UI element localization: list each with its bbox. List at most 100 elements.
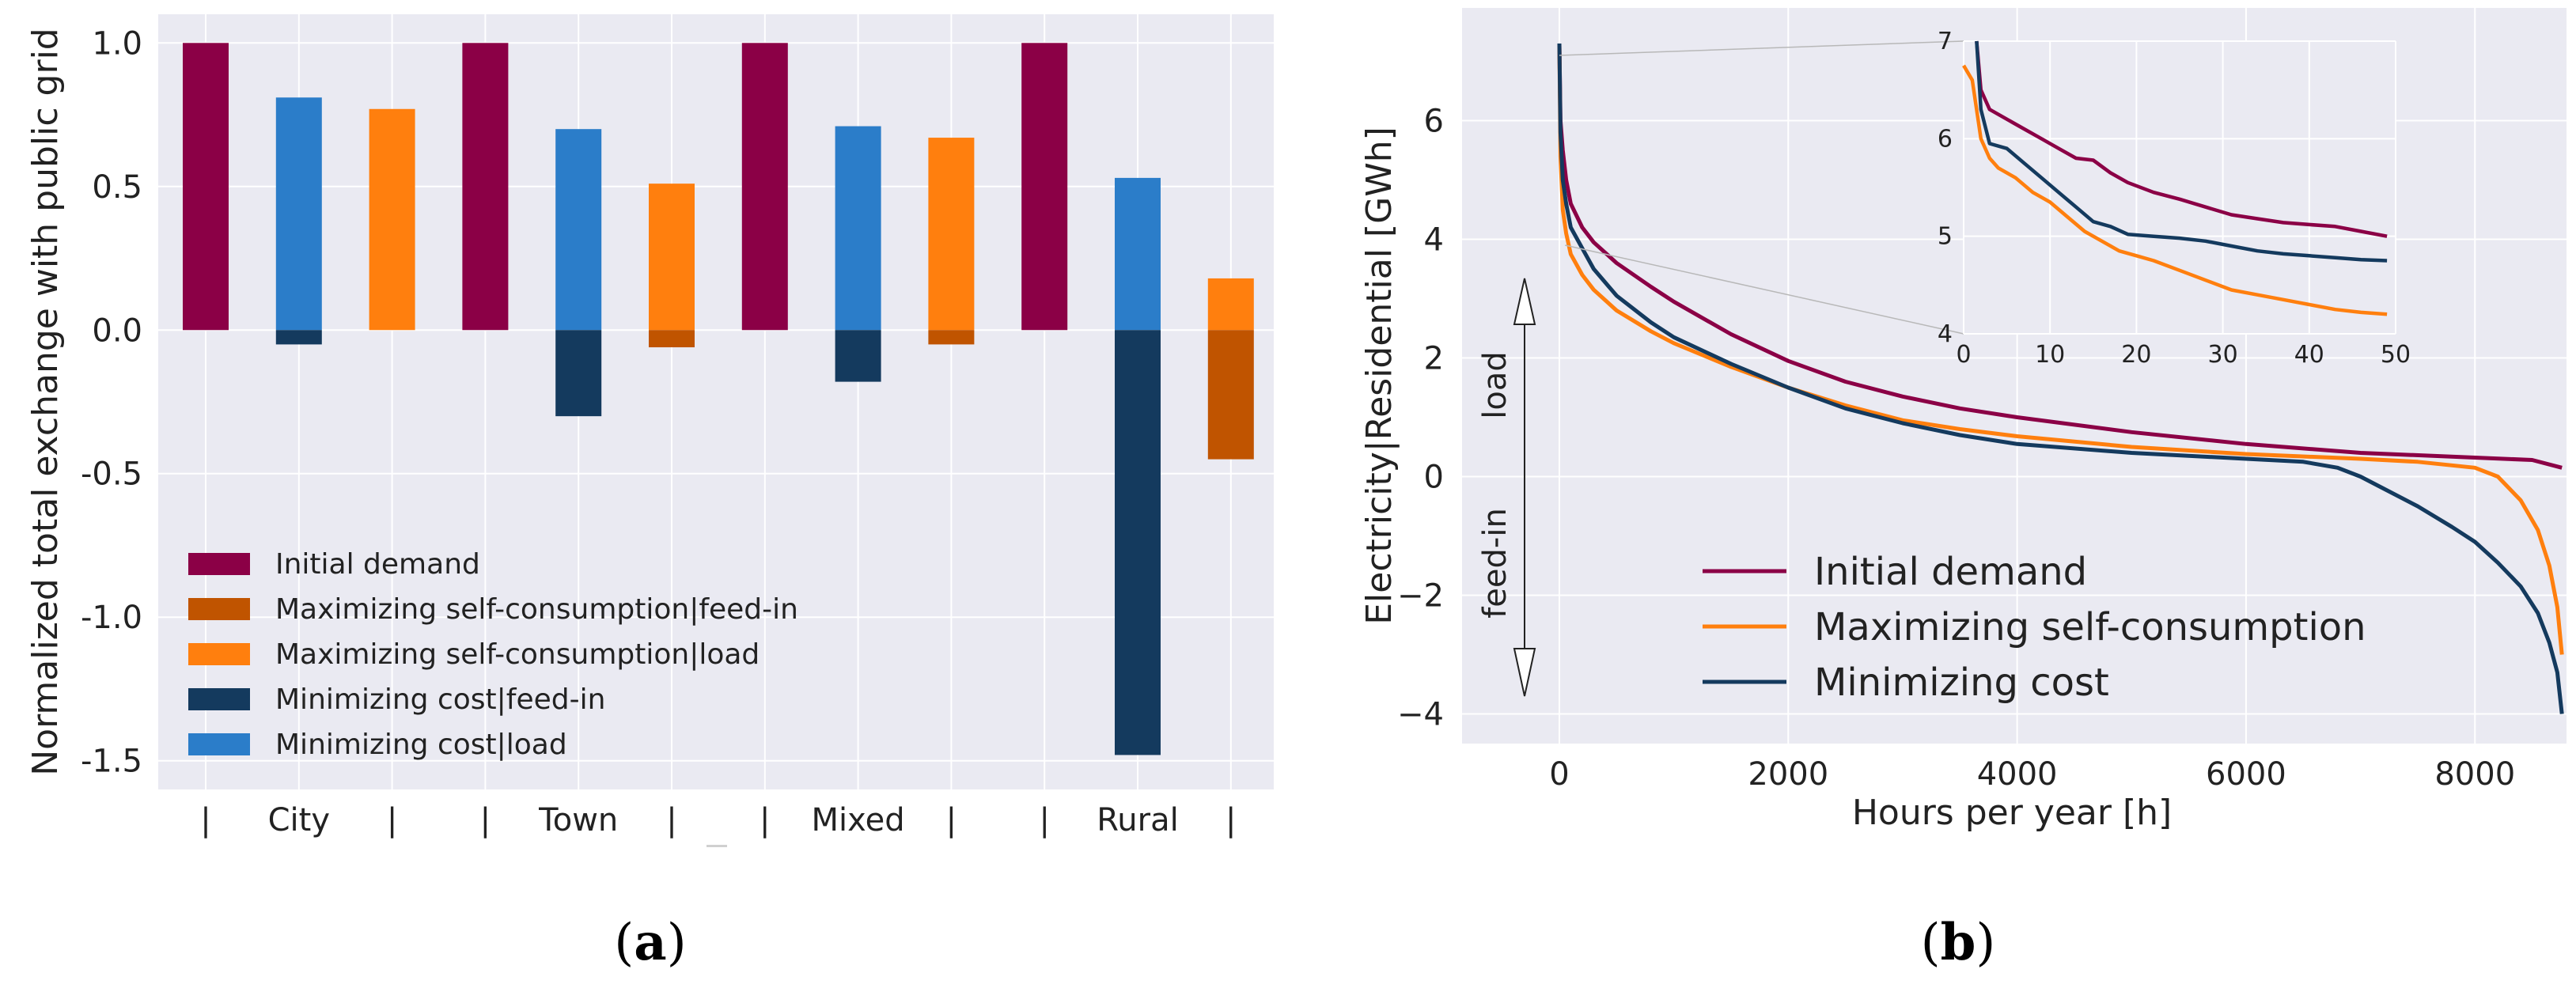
legend-label-minimizing-cost: Minimizing cost <box>1814 661 2109 705</box>
inset-y-tick-label: 6 <box>1938 125 1953 153</box>
panel-a-y-label: Normalized total exchange with public gr… <box>25 28 66 775</box>
panel-a-x-tick-label: Mixed <box>812 802 905 838</box>
panel-a-y-tick-label: 0.5 <box>92 169 142 206</box>
line-initial-demand <box>1557 43 2563 470</box>
panel-b-y-tick-label: 4 <box>1424 222 1444 259</box>
inset-x-tick-label: 10 <box>2035 341 2065 369</box>
zoom-connector-upper <box>1559 40 1964 56</box>
legend-swatch-self-feedin <box>188 598 250 620</box>
caption-close: ) <box>667 914 687 972</box>
panel-a-x-tick-label: | <box>387 802 397 838</box>
inset-y-tick-label: 5 <box>1938 223 1953 251</box>
panel-a-x-tick-label: | <box>760 802 770 838</box>
panel-b-x-tick-label: 8000 <box>2434 756 2515 793</box>
panel-b-x-ticks: 0 2000 4000 6000 8000 <box>1549 756 2515 793</box>
panel-b-x-tick-label: 6000 <box>2206 756 2286 793</box>
line-maximizing-self-consumption <box>1557 43 2564 655</box>
panel-b-x-label: Hours per year [h] <box>1852 793 2172 833</box>
panel-b-x-tick-label: 0 <box>1549 756 1569 793</box>
panel-b-lines <box>1557 43 2564 714</box>
legend-swatch-self-load <box>188 643 250 665</box>
scroll-handle <box>707 845 727 847</box>
inset-line-cost-feedin <box>1975 40 2388 263</box>
bar-mixed-self-load <box>928 138 975 331</box>
panel-a-x-tick-label: Town <box>538 802 618 838</box>
inset-line-initial <box>1975 40 2388 238</box>
caption-open: ( <box>1921 914 1941 972</box>
panel-a-x-tick-label: | <box>1039 802 1049 838</box>
legend-swatch-initial <box>188 553 250 575</box>
panel-b-x-tick-label: 4000 <box>1977 756 2058 793</box>
legend-swatch-cost-feedin <box>188 688 250 710</box>
inset-x-tick-label: 20 <box>2121 341 2151 369</box>
bar-town-cost-feedin <box>555 330 602 417</box>
bar-mixed-initial <box>741 43 788 331</box>
inset-x-tick-label: 0 <box>1956 341 1971 369</box>
panel-b-x-tick-label: 2000 <box>1748 756 1828 793</box>
panel-a-y-ticks: 1.0 0.5 0.0 -0.5 -1.0 -1.5 <box>81 25 142 779</box>
bar-mixed-cost-load <box>835 126 881 331</box>
bar-rural-self-load <box>1207 278 1254 331</box>
zoom-connector-lower <box>1565 244 1964 335</box>
panel-a-x-tick-label: | <box>1225 802 1236 838</box>
panel-a-y-tick-label: -0.5 <box>81 456 142 493</box>
panel-b-caption: (b) <box>1921 913 1996 972</box>
panel-a-y-tick-label: 1.0 <box>92 25 142 62</box>
legend-swatch-cost-load <box>188 733 250 755</box>
bar-rural-self-feedin <box>1207 330 1254 460</box>
bar-town-initial <box>462 43 509 331</box>
legend-label-maximizing-self-consumption: Maximizing self-consumption <box>1814 605 2366 649</box>
bar-mixed-cost-feedin <box>835 330 881 382</box>
zoom-inset: 0 10 20 30 40 50 4 5 6 7 <box>1559 28 2411 369</box>
bar-rural-cost-feedin <box>1115 330 1161 755</box>
load-feedin-annotation: load feed-in <box>1477 278 1536 697</box>
legend-label-initial: Initial demand <box>275 548 480 581</box>
inset-y-tick-label: 4 <box>1938 320 1953 348</box>
panel-a-x-tick-label: | <box>946 802 957 838</box>
panel-a-x-tick-label: | <box>480 802 491 838</box>
panel-a-y-tick-label: -1.5 <box>81 744 142 780</box>
bar-town-self-feedin <box>649 330 695 348</box>
caption-close: ) <box>1976 914 1995 972</box>
bar-city-cost-feedin <box>275 330 322 345</box>
inset-x-tick-label: 40 <box>2294 341 2324 369</box>
inset-y-tick-label: 7 <box>1938 28 1953 55</box>
inset-x-tick-label: 30 <box>2208 341 2238 369</box>
legend-label-cost-feedin: Minimizing cost|feed-in <box>275 683 605 716</box>
legend-label-self-feedin: Maximizing self-consumption|feed-in <box>275 593 798 626</box>
panel-b-y-tick-label: −2 <box>1397 578 1444 615</box>
panel-b-y-tick-label: 6 <box>1424 104 1444 140</box>
caption-letter: b <box>1941 913 1976 972</box>
panel-a-plot-area <box>158 14 1274 789</box>
bar-city-self-load <box>369 108 415 331</box>
legend-label-initial-demand: Initial demand <box>1814 550 2087 594</box>
panel-a-legend: Initial demand Maximizing self-consumptio… <box>188 548 798 761</box>
legend-label-self-load: Maximizing self-consumption|load <box>275 638 760 671</box>
caption-open: ( <box>614 914 634 972</box>
panel-a: 1.0 0.5 0.0 -0.5 -1.0 -1.5 | City | | Town | | Mixed… <box>25 14 1274 972</box>
panel-a-x-tick-label: | <box>666 802 676 838</box>
legend-label-cost-load: Minimizing cost|load <box>275 729 567 761</box>
panel-a-gridlines <box>158 14 1274 789</box>
panel-a-caption: (a) <box>614 913 686 972</box>
bar-city-cost-load <box>275 97 322 331</box>
bar-rural-cost-load <box>1115 177 1161 331</box>
bar-rural-initial <box>1021 43 1068 331</box>
inset-line-self-load <box>1962 64 2388 316</box>
inset-x-tick-label: 50 <box>2381 341 2411 369</box>
panel-b-y-tick-label: 2 <box>1424 341 1444 377</box>
load-annotation: load <box>1477 351 1513 419</box>
line-minimizing-cost <box>1557 43 2564 714</box>
panel-b-y-label: Electricity|Residential [GWh] <box>1359 127 1400 625</box>
panel-a-x-tick-label: Rural <box>1097 802 1178 838</box>
panel-b-y-tick-label: 0 <box>1424 460 1444 496</box>
panel-b-y-ticks: 6 4 2 0 −2 −4 <box>1397 104 1444 733</box>
bar-city-initial <box>183 43 229 331</box>
load-arrow-head <box>1513 278 1536 325</box>
panel-b-y-tick-label: −4 <box>1397 697 1444 733</box>
feedin-annotation: feed-in <box>1477 508 1513 619</box>
bar-town-self-load <box>649 184 695 331</box>
panel-a-x-tick-label: | <box>200 802 210 838</box>
